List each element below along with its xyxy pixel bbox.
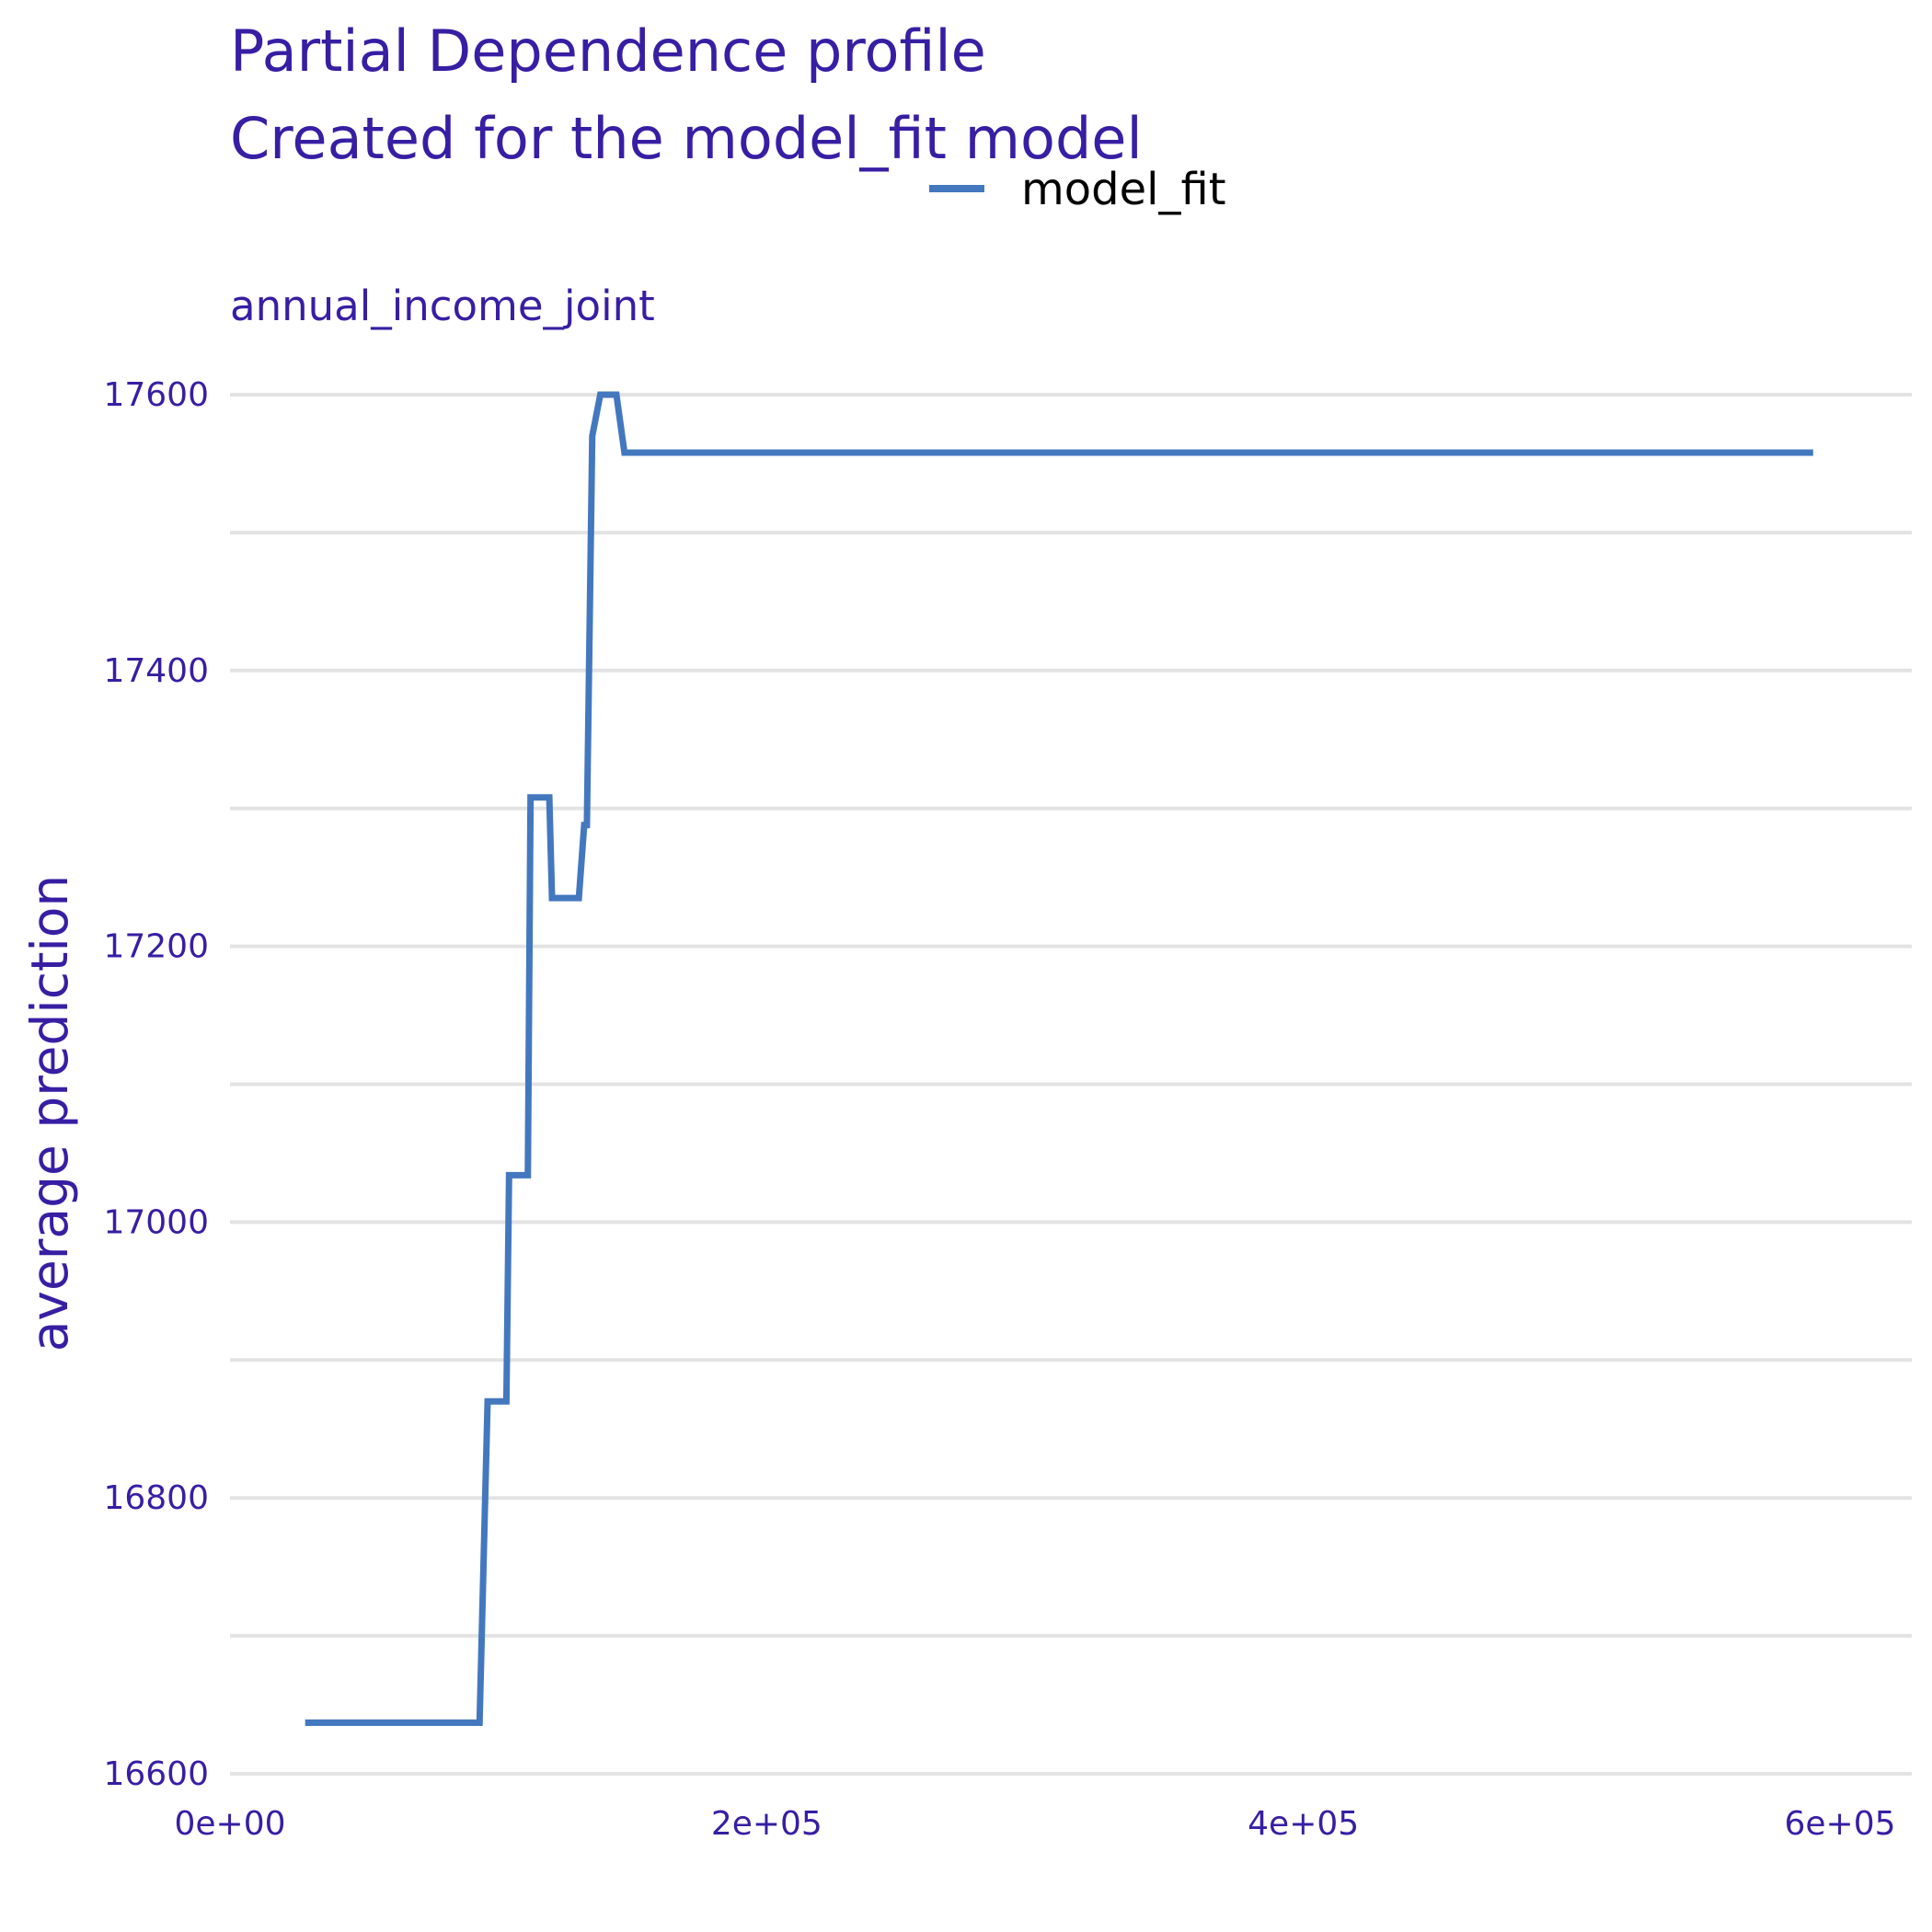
chart-title-group: Partial Dependence profile Created for t… (230, 17, 1143, 172)
y-tick-label: 17400 (103, 652, 209, 690)
x-tick-label: 6e+05 (1784, 1805, 1895, 1843)
legend: model_fit (929, 164, 1226, 215)
y-axis-title: average prediction (20, 875, 79, 1352)
y-tick-label: 17200 (103, 928, 209, 966)
y-tick-label: 16600 (103, 1755, 209, 1793)
x-tick-label: 4e+05 (1248, 1805, 1359, 1843)
chart-subtitle: Created for the model_fit model (230, 105, 1143, 172)
grid-layer (230, 393, 1912, 1776)
y-tick-label: 17600 (103, 376, 209, 414)
x-tick-label: 2e+05 (711, 1805, 822, 1843)
axis-layer: 16600 16800 17000 17200 17400 17600 0e+00 2e+05… (103, 376, 1895, 1843)
legend-label-model-fit: model_fit (1021, 164, 1226, 215)
y-tick-label: 16800 (103, 1479, 209, 1517)
x-tick-label: 0e+00 (174, 1805, 285, 1843)
series-line-model-fit (305, 391, 1813, 1727)
facet-label: annual_income_joint (230, 282, 655, 330)
series-layer (305, 391, 1813, 1727)
chart-title: Partial Dependence profile (230, 17, 986, 85)
y-tick-label: 17000 (103, 1203, 209, 1241)
